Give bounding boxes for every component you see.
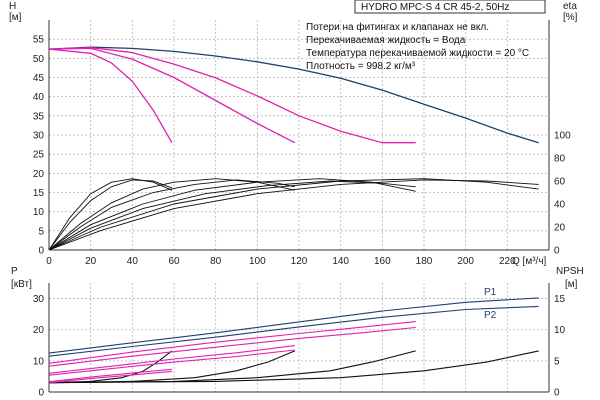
x-tick-label: 200 bbox=[457, 256, 474, 267]
head-curve bbox=[48, 47, 296, 144]
eta-tick-label: 40 bbox=[554, 200, 566, 211]
power-curve bbox=[48, 297, 539, 354]
head-tick-label: 55 bbox=[33, 35, 45, 46]
eta-tick-label: 100 bbox=[554, 131, 571, 142]
efficiency-curve bbox=[48, 178, 416, 251]
eta-tick-label: 80 bbox=[554, 154, 566, 165]
bottom-grid bbox=[49, 283, 549, 392]
head-tick-label: 0 bbox=[38, 246, 44, 257]
power-tick-label: 20 bbox=[33, 325, 45, 336]
power-curve bbox=[48, 305, 539, 357]
head-tick-label: 10 bbox=[33, 207, 45, 218]
head-curve bbox=[48, 46, 539, 144]
head-tick-label: 5 bbox=[38, 226, 44, 237]
efficiency-curve bbox=[48, 178, 295, 251]
head-tick-label: 25 bbox=[33, 150, 45, 161]
notes-block: HYDRO MPC-S 4 CR 45-2, 50Hz Потери на фи… bbox=[306, 0, 546, 72]
head-tick-label: 45 bbox=[33, 73, 45, 84]
bottom-left-axis-label-line1: P bbox=[11, 266, 18, 277]
head-tick-label: 50 bbox=[33, 54, 45, 65]
x-tick-label: 60 bbox=[168, 256, 180, 267]
x-tick-label: 100 bbox=[249, 256, 266, 267]
efficiency-curve bbox=[48, 178, 173, 251]
head-tick-label: 35 bbox=[33, 111, 45, 122]
x-tick-label: 20 bbox=[85, 256, 97, 267]
efficiency-curve bbox=[48, 178, 539, 251]
bottom-right-axis-label-line2: [м] bbox=[565, 279, 578, 290]
top-tick-labels: 0 20 40 60 80 100 120 140 160 180 200 2200510152025… bbox=[33, 35, 571, 267]
npsh-tick-label: 0 bbox=[554, 388, 560, 399]
power-tick-label: 30 bbox=[33, 294, 45, 305]
x-tick-label: 0 bbox=[46, 256, 52, 267]
efficiency-curve bbox=[48, 179, 539, 251]
head-tick-label: 40 bbox=[33, 92, 45, 103]
note-line-3: Температура перекачиваемой жидкости = 20… bbox=[306, 48, 529, 59]
head-tick-label: 15 bbox=[33, 188, 45, 199]
npsh-tick-label: 15 bbox=[554, 294, 566, 305]
top-right-axis-label-line2: [%] bbox=[563, 12, 578, 23]
x-tick-label: 160 bbox=[374, 256, 391, 267]
head-tick-label: 20 bbox=[33, 169, 45, 180]
eta-tick-label: 20 bbox=[554, 223, 566, 234]
npsh-curve bbox=[48, 350, 539, 384]
eta-tick-label: 60 bbox=[554, 177, 566, 188]
power-curve bbox=[48, 349, 295, 376]
bottom-curves bbox=[48, 297, 539, 384]
x-axis-label: Q [м³/ч] bbox=[512, 256, 547, 267]
power-curve bbox=[48, 368, 172, 383]
power-curve bbox=[48, 345, 295, 374]
x-tick-label: 40 bbox=[127, 256, 139, 267]
bottom-left-axis-label-line2: [кВт] bbox=[11, 279, 32, 290]
x-tick-label: 180 bbox=[416, 256, 433, 267]
bottom-right-axis-label-line1: NPSH bbox=[556, 266, 584, 277]
power-tick-label: 0 bbox=[38, 388, 44, 399]
note-line-1: Потери на фитингах и клапанах не вкл. bbox=[306, 21, 489, 33]
head-curve bbox=[48, 48, 173, 144]
npsh-tick-label: 10 bbox=[554, 325, 566, 336]
power-tick-label: 10 bbox=[33, 356, 45, 367]
efficiency-curve bbox=[48, 179, 173, 251]
note-line-2: Перекачиваемая жидкость = Вода bbox=[306, 35, 466, 46]
series-label-p2: P2 bbox=[484, 310, 497, 321]
x-tick-label: 220 bbox=[499, 256, 516, 267]
power-curve bbox=[48, 370, 172, 384]
top-left-axis-label-line1: H bbox=[9, 1, 16, 12]
top-curves bbox=[48, 46, 539, 251]
top-right-axis-label-line1: eta bbox=[563, 1, 577, 12]
note-line-4: Плотность = 998.2 кг/м³ bbox=[306, 61, 416, 72]
power-curve bbox=[48, 326, 416, 367]
npsh-tick-label: 5 bbox=[554, 356, 560, 367]
eta-tick-label: 0 bbox=[554, 246, 560, 257]
power-curve bbox=[48, 321, 416, 364]
bottom-tick-labels: 0 10 20 30 0 5 10 15 bbox=[33, 294, 566, 398]
x-tick-label: 120 bbox=[291, 256, 308, 267]
x-tick-label: 80 bbox=[210, 256, 222, 267]
efficiency-curve bbox=[48, 179, 295, 251]
top-left-axis-label-line2: [м] bbox=[9, 12, 22, 23]
chart-title-box bbox=[354, 0, 546, 14]
chart-title: HYDRO MPC-S 4 CR 45-2, 50Hz bbox=[361, 2, 509, 13]
series-label-p1: P1 bbox=[484, 287, 497, 298]
x-tick-label: 140 bbox=[332, 256, 349, 267]
head-curve bbox=[48, 46, 416, 144]
head-tick-label: 30 bbox=[33, 131, 45, 142]
